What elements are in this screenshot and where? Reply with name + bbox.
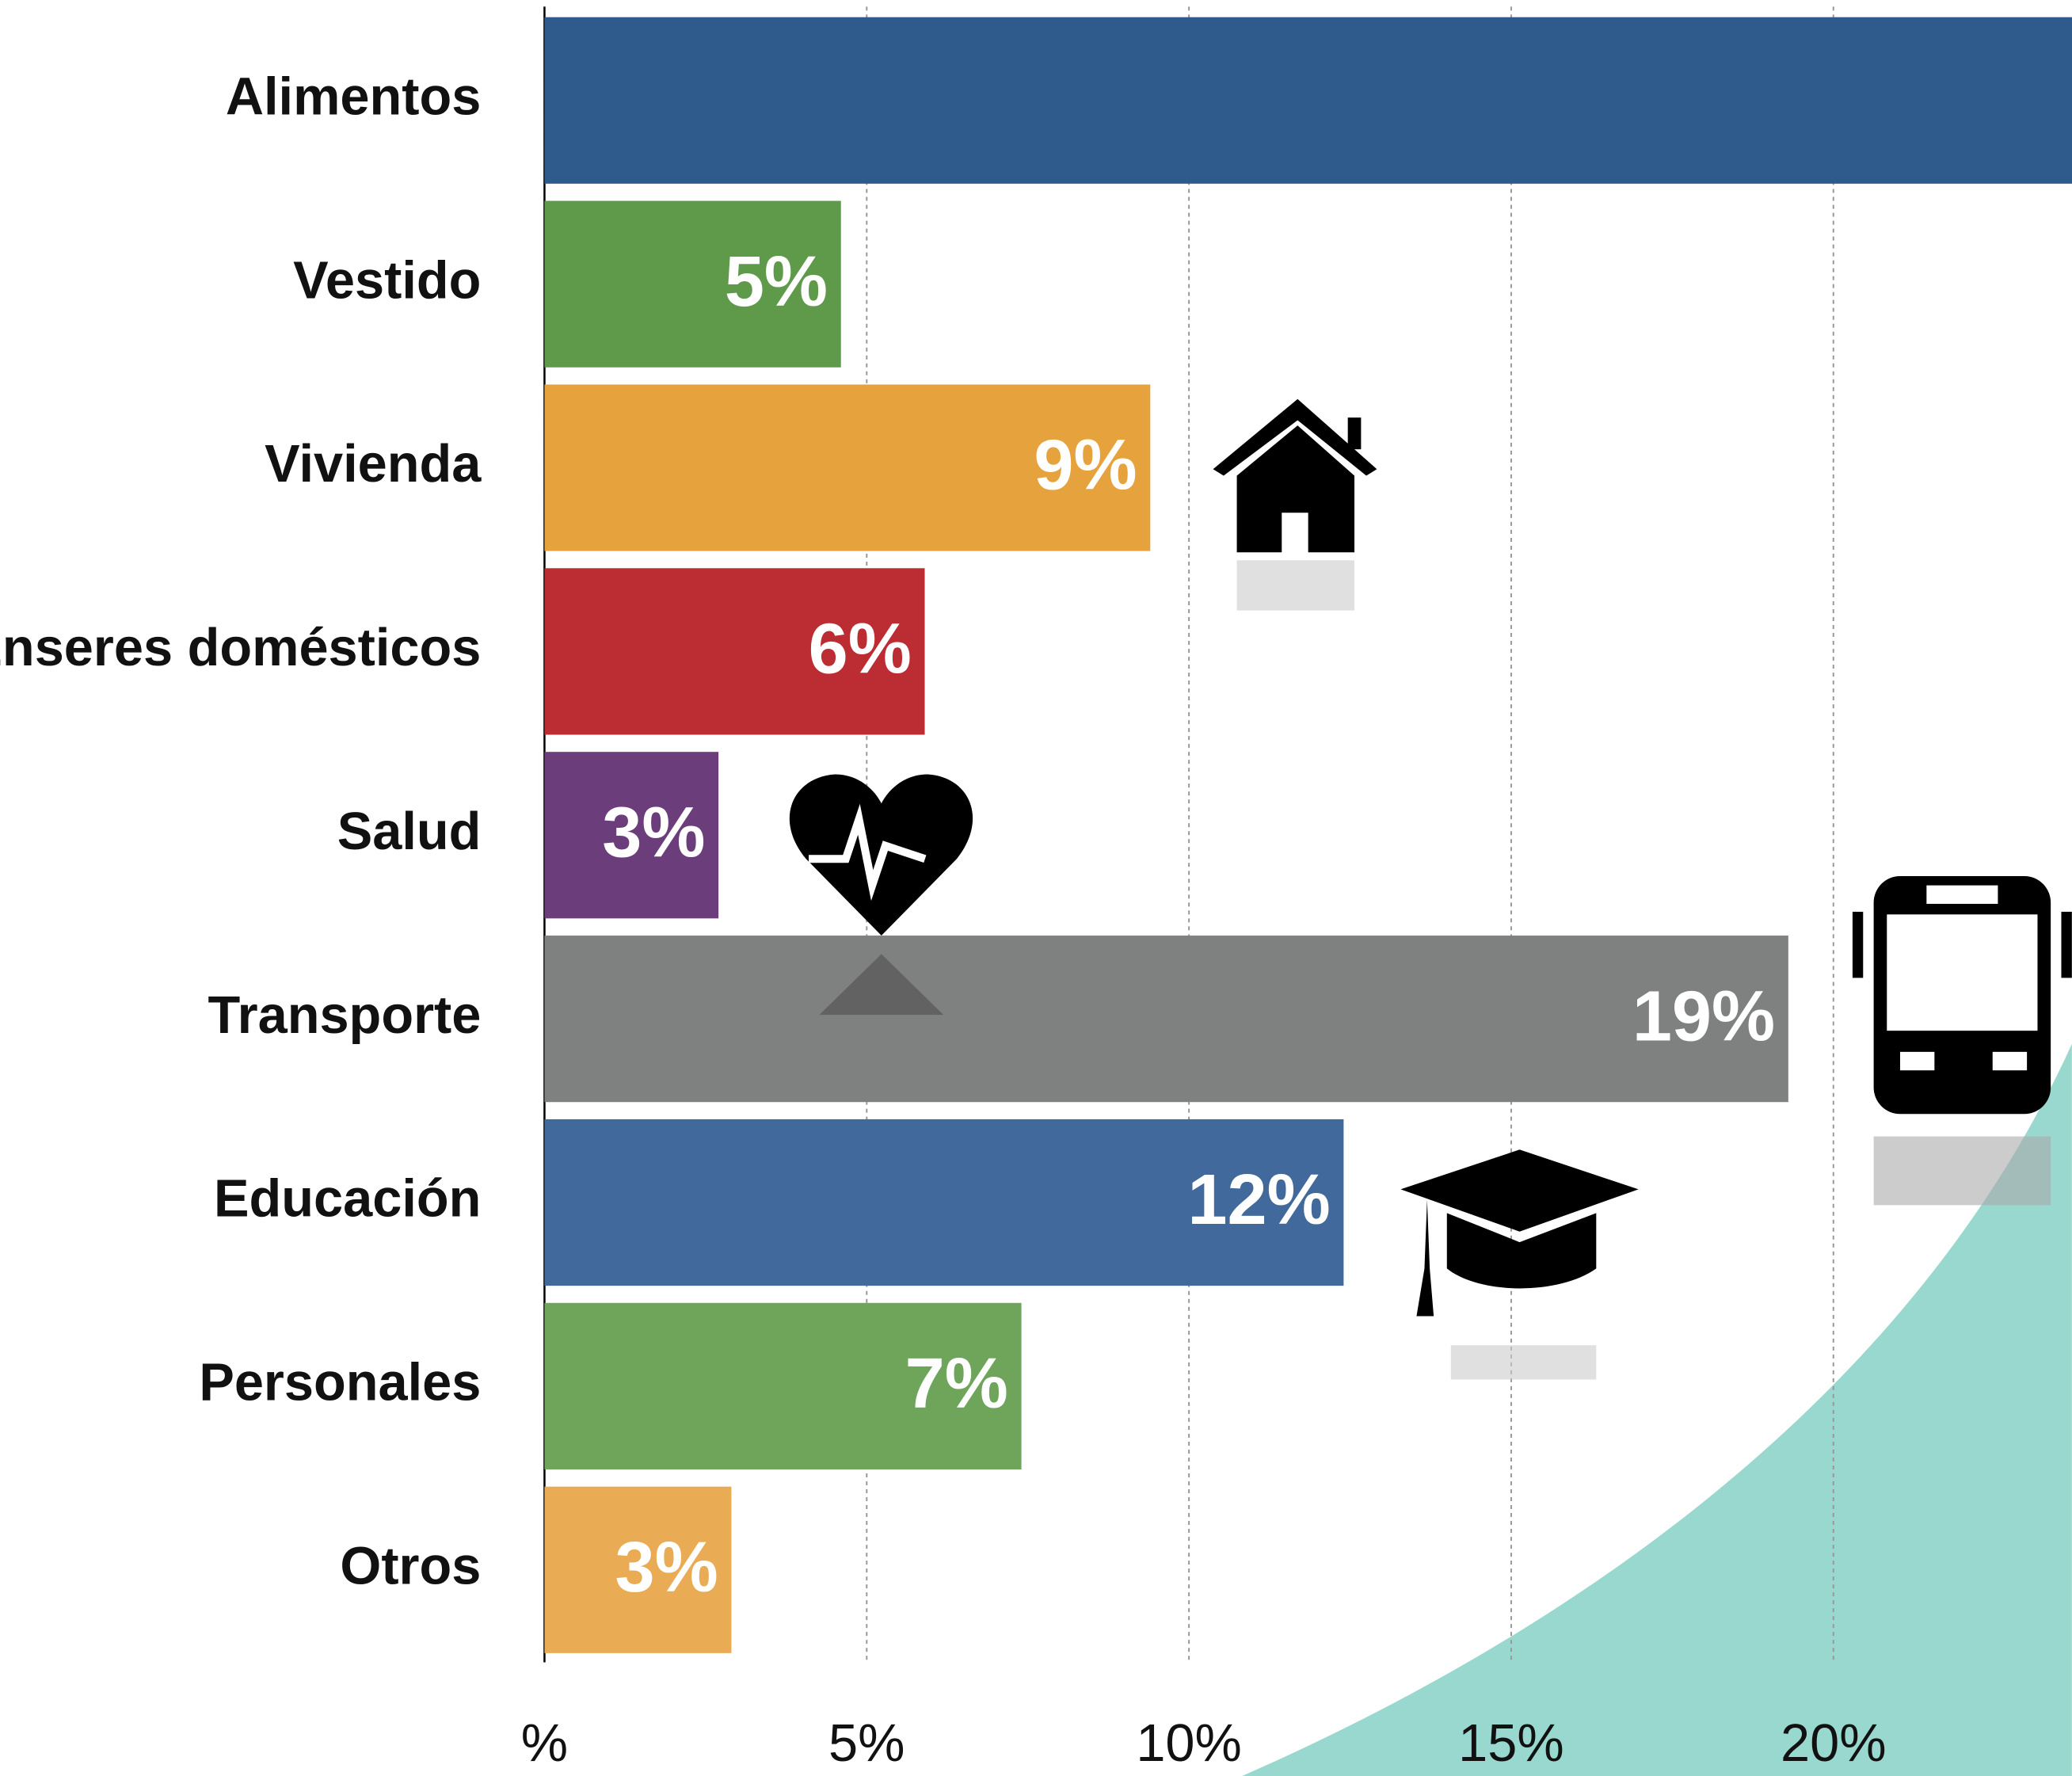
bar xyxy=(544,1486,732,1653)
bar xyxy=(544,17,2072,184)
bar xyxy=(544,384,1151,551)
bar xyxy=(544,568,925,735)
value-label: 3% xyxy=(615,1527,718,1607)
y-tick-label: Otros xyxy=(340,1537,481,1595)
y-tick-label: Vivienda xyxy=(265,435,482,494)
y-tick-label: Salud xyxy=(337,802,482,861)
value-label: 19% xyxy=(1632,976,1775,1056)
heart-icon xyxy=(789,774,973,1016)
value-label: 6% xyxy=(809,609,912,689)
x-tick-label: % xyxy=(521,1714,568,1773)
value-label: 9% xyxy=(1034,425,1137,505)
x-tick-label: 20% xyxy=(1781,1714,1887,1773)
bar xyxy=(544,936,1788,1103)
value-label: 12% xyxy=(1187,1160,1330,1240)
decoration-curve xyxy=(1242,1043,2072,1776)
bars: Alimentos Vestido 5% Vivienda 9% Enseres domé… xyxy=(0,17,2072,1653)
y-tick-label: Educación xyxy=(214,1170,481,1229)
x-tick-label: 15% xyxy=(1458,1714,1564,1773)
y-tick-label: Vestido xyxy=(293,251,481,310)
value-label: 7% xyxy=(905,1343,1008,1423)
bus-icon xyxy=(1852,875,2072,1206)
y-tick-label: Personales xyxy=(199,1354,481,1412)
house-icon xyxy=(1213,398,1377,611)
value-label: 3% xyxy=(602,792,705,872)
y-tick-label: Enseres domésticos xyxy=(0,619,481,677)
value-label: 5% xyxy=(725,242,828,322)
y-tick-label: Transporte xyxy=(208,986,482,1045)
bar xyxy=(544,752,719,919)
graduation-cap-icon xyxy=(1400,1149,1639,1380)
x-tick-label: 5% xyxy=(828,1714,905,1773)
icons xyxy=(789,398,2072,1380)
bar xyxy=(544,1119,1344,1286)
bar xyxy=(544,200,841,368)
y-tick-label: Alimentos xyxy=(226,67,482,126)
bar xyxy=(544,1302,1022,1469)
x-tick-label: 10% xyxy=(1136,1714,1242,1773)
